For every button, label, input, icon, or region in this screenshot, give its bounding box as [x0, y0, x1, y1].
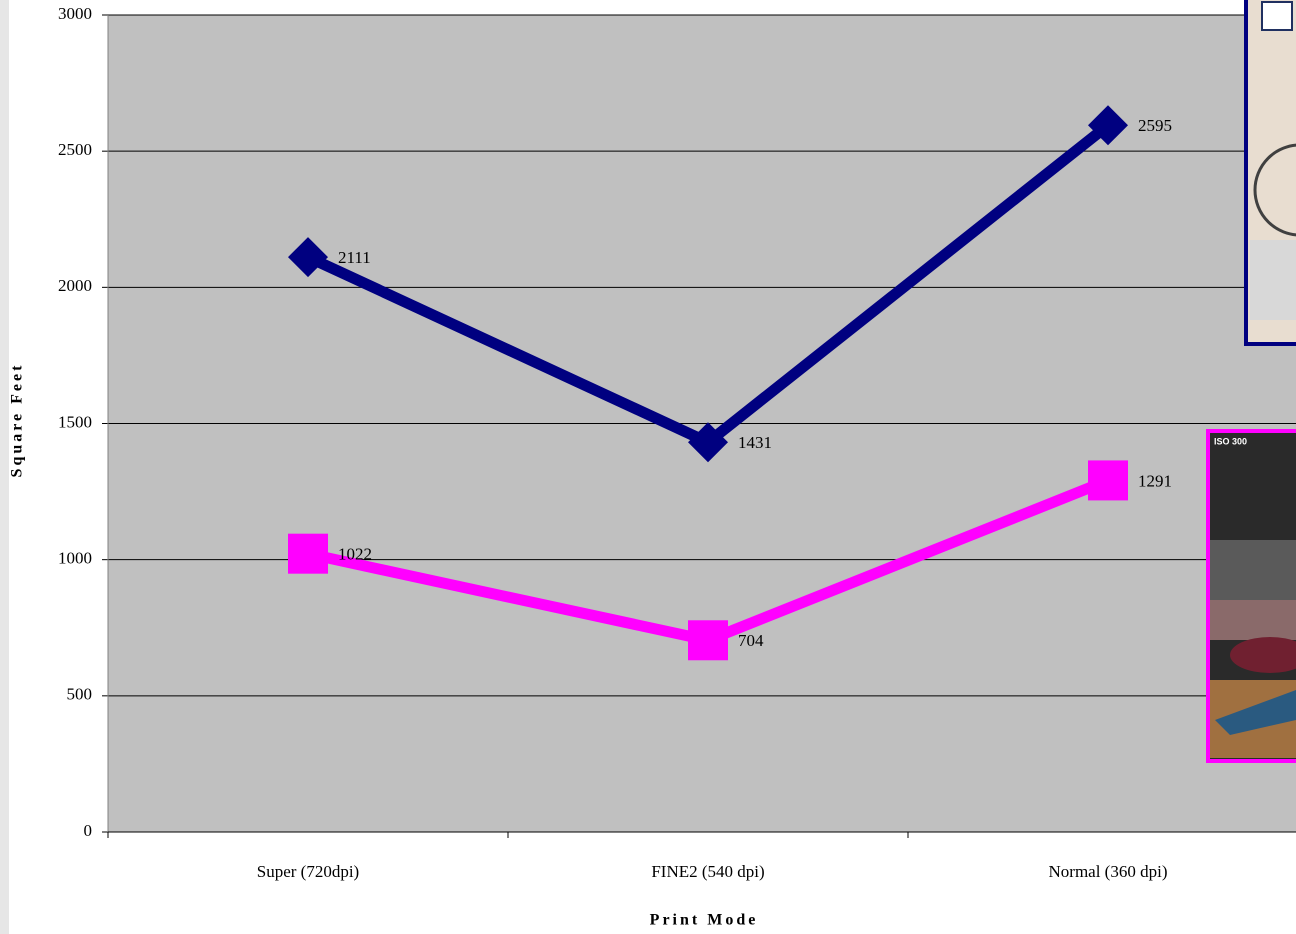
- data-label: 704: [738, 631, 764, 650]
- marker: [1088, 105, 1128, 146]
- inset-detail: [1210, 600, 1296, 640]
- data-label: 2111: [338, 248, 371, 267]
- x-tick-label: Super (720dpi): [257, 862, 359, 881]
- y-axis-title: Square Feet: [9, 363, 26, 478]
- data-label: 1022: [338, 545, 372, 564]
- x-tick-label: Normal (360 dpi): [1049, 862, 1168, 881]
- photo-inset-top: [1244, 0, 1296, 346]
- y-tick-label: 3000: [58, 4, 92, 23]
- marker: [288, 237, 328, 278]
- data-label: 1291: [1138, 471, 1172, 490]
- y-tick-label: 2500: [58, 140, 92, 159]
- marker: [688, 422, 728, 463]
- left-strip: [0, 0, 9, 934]
- y-tick-label: 2000: [58, 276, 92, 295]
- marker: [288, 533, 328, 574]
- marker: [688, 620, 728, 661]
- marker: [1088, 460, 1128, 501]
- inset-detail: [1210, 540, 1296, 600]
- y-tick-label: 500: [67, 685, 93, 704]
- photo-inset-bottom: ISO 300: [1206, 429, 1296, 763]
- y-tick-label: 1500: [58, 412, 92, 431]
- x-axis-title: Print Mode: [650, 912, 759, 929]
- inset-detail: [1261, 1, 1293, 31]
- inset-detail: [1215, 690, 1296, 735]
- inset-detail: [1253, 143, 1296, 237]
- y-tick-label: 0: [84, 821, 93, 840]
- inset-label: ISO 300: [1214, 436, 1247, 446]
- data-label: 1431: [738, 433, 772, 452]
- data-label: 2595: [1138, 116, 1172, 135]
- x-tick-label: FINE2 (540 dpi): [651, 862, 764, 881]
- y-tick-label: 1000: [58, 549, 92, 568]
- inset-detail: [1230, 637, 1296, 673]
- inset-detail: [1250, 240, 1296, 320]
